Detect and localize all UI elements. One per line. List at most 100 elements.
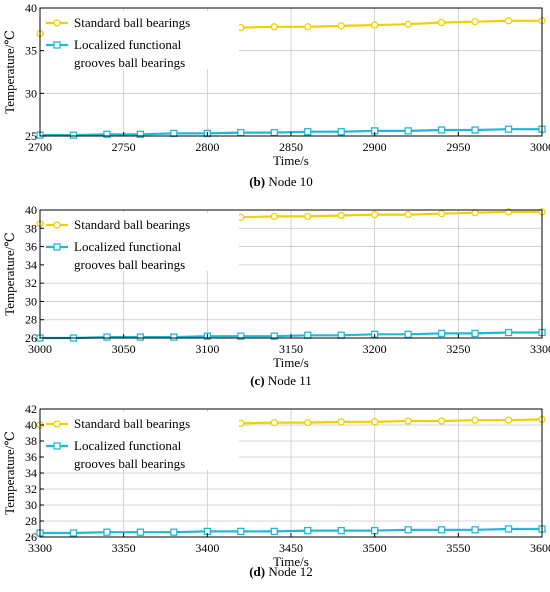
data-point-circle [471, 209, 479, 217]
data-point-square [471, 126, 479, 134]
data-point-circle [471, 416, 479, 424]
y-tick-label: 32 [25, 482, 37, 496]
data-point-circle [337, 211, 345, 220]
data-point-square [270, 332, 278, 340]
data-point-square [437, 329, 446, 338]
x-tick-label: 3400 [195, 541, 219, 555]
y-tick-label: 40 [25, 1, 37, 15]
legend-background [44, 213, 239, 271]
data-point-circle [304, 23, 312, 31]
data-point-square [404, 330, 412, 338]
y-tick-label: 26 [25, 530, 37, 544]
caption-label: (b) [249, 174, 265, 189]
data-point-square [471, 526, 479, 534]
data-point-square [471, 329, 479, 338]
data-point-square [270, 527, 278, 536]
chart-panel-1: 2700 2750 2800 2850 2900 2950 3000 25 30 35 40 Time… [2, 1, 550, 189]
data-point-circle [371, 418, 379, 426]
x-tick-label: 3150 [279, 342, 303, 356]
legend-label: Standard ball bearings [74, 416, 190, 431]
y-tick-label: 30 [25, 498, 37, 512]
legend-label: grooves ball bearings [74, 456, 185, 471]
series-line-2 [40, 527, 542, 535]
data-point-circle [371, 21, 379, 29]
data-point-square [136, 333, 145, 341]
x-tick-label: 2950 [446, 140, 470, 154]
data-point-square [404, 526, 412, 534]
x-tick-label: 3100 [195, 342, 219, 356]
data-point-square [237, 527, 245, 536]
x-tick-label: 2800 [195, 140, 219, 154]
data-point-circle [304, 418, 312, 427]
data-point-circle [337, 418, 345, 426]
chart-panel-2: 3000 3050 3100 3150 3200 3250 3300 26 28 30 32 34 36… [2, 203, 550, 388]
data-point-square [504, 525, 513, 533]
data-point-circle [437, 18, 446, 27]
data-point-square [337, 331, 345, 339]
data-point-circle [437, 417, 446, 425]
legend-marker-square [53, 41, 61, 49]
legend-marker-circle [53, 420, 61, 428]
data-point-square [103, 130, 111, 138]
x-tick-label: 3200 [363, 342, 387, 356]
y-tick-label: 28 [25, 514, 37, 528]
x-tick-label: 3050 [112, 342, 136, 356]
y-axis-label: Temperature/℃ [2, 232, 17, 316]
figure-caption: (c) Node 11 [250, 373, 312, 388]
legend-label: grooves ball bearings [74, 55, 185, 70]
data-point-circle [270, 418, 278, 427]
data-point-square [304, 128, 312, 136]
y-axis-label: Temperature/℃ [2, 431, 17, 515]
caption-label: (c) [250, 373, 264, 388]
data-point-circle [404, 210, 412, 219]
data-point-circle [404, 20, 412, 28]
y-tick-label: 38 [25, 221, 37, 235]
x-axis-label: Time/s [273, 554, 309, 569]
y-tick-label: 36 [25, 450, 37, 464]
y-tick-label: 34 [25, 466, 37, 480]
data-point-circle [371, 210, 379, 219]
data-point-circle [504, 416, 513, 424]
caption-text: Node 10 [265, 174, 313, 189]
y-tick-label: 36 [25, 240, 37, 254]
data-point-square [337, 128, 345, 136]
y-tick-label: 28 [25, 313, 37, 327]
data-point-square [270, 128, 278, 137]
figure-caption: (d) Node 12 [249, 564, 313, 579]
x-axis-label: Time/s [273, 355, 309, 370]
data-point-square [437, 126, 446, 134]
caption-text: Node 11 [265, 373, 312, 388]
legend-background [44, 412, 239, 470]
y-tick-label: 38 [25, 434, 37, 448]
legend: Standard ball bearings Localized function… [44, 412, 239, 471]
y-tick-label: 32 [25, 276, 37, 290]
x-tick-label: 3000 [28, 342, 52, 356]
data-point-circle [504, 17, 513, 25]
x-tick-label: 2850 [279, 140, 303, 154]
y-tick-label: 25 [25, 129, 37, 143]
x-tick-label: 3600 [530, 541, 550, 555]
y-tick-label: 30 [25, 86, 37, 100]
data-point-square [337, 526, 345, 535]
data-point-square [69, 131, 78, 139]
data-point-square [437, 526, 446, 534]
data-point-square [170, 333, 178, 341]
legend: Standard ball bearings Localized function… [44, 11, 239, 70]
data-point-square [103, 528, 111, 536]
data-point-circle [304, 212, 312, 221]
legend-marker-circle [53, 221, 61, 229]
legend-marker-square [53, 243, 61, 251]
x-tick-label: 3500 [363, 541, 387, 555]
y-tick-label: 40 [25, 418, 37, 432]
caption-label: (d) [249, 564, 265, 579]
legend-background [44, 11, 239, 69]
figure-caption: (b) Node 10 [249, 174, 313, 189]
x-tick-label: 3000 [530, 140, 550, 154]
data-point-circle [337, 22, 345, 30]
x-tick-label: 3550 [446, 541, 470, 555]
data-point-square [504, 125, 513, 133]
legend-label: grooves ball bearings [74, 257, 185, 272]
y-axis-label: Temperature/℃ [2, 30, 17, 114]
data-point-circle [437, 210, 446, 218]
